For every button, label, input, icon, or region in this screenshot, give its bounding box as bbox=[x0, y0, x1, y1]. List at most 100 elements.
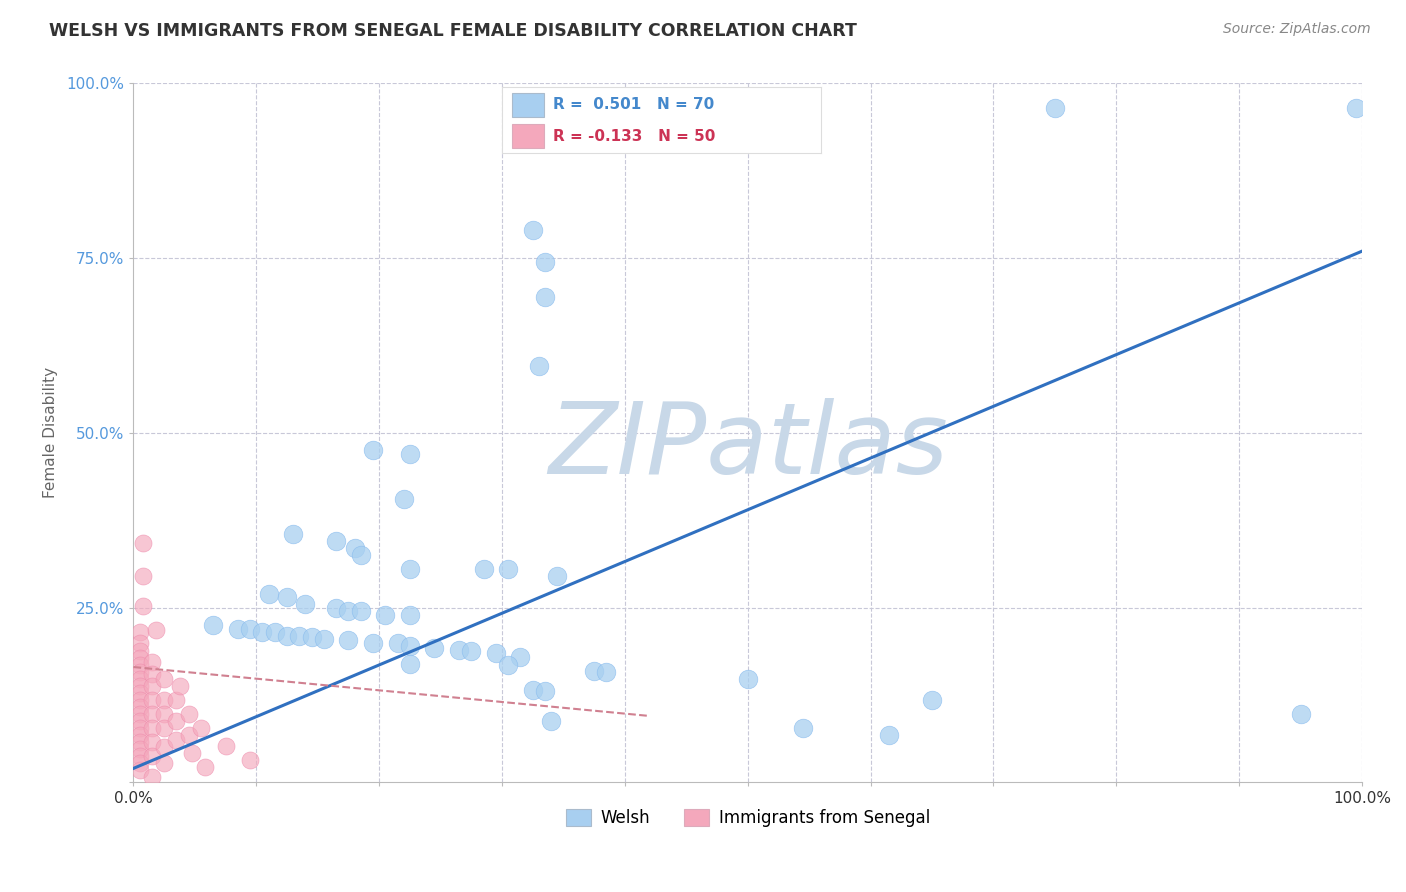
Point bbox=[153, 706, 176, 721]
Point bbox=[496, 562, 519, 576]
Point bbox=[166, 733, 188, 747]
Point bbox=[496, 657, 519, 672]
Point bbox=[153, 740, 176, 755]
Point bbox=[527, 359, 550, 374]
Point bbox=[226, 622, 249, 636]
Point bbox=[169, 679, 191, 693]
Point bbox=[595, 665, 617, 679]
Point bbox=[153, 721, 176, 735]
Point bbox=[177, 706, 200, 721]
Point bbox=[128, 672, 150, 686]
Point bbox=[294, 597, 316, 611]
Point bbox=[128, 679, 150, 693]
Point bbox=[190, 721, 212, 735]
Point bbox=[534, 254, 557, 268]
Point bbox=[141, 721, 163, 735]
Point bbox=[153, 693, 176, 707]
Point bbox=[325, 600, 347, 615]
Point bbox=[1344, 101, 1367, 115]
Point bbox=[128, 756, 150, 770]
Legend: Welsh, Immigrants from Senegal: Welsh, Immigrants from Senegal bbox=[560, 802, 936, 833]
Point bbox=[325, 534, 347, 549]
Point bbox=[128, 644, 150, 658]
Point bbox=[177, 728, 200, 742]
Point bbox=[350, 604, 373, 618]
Point bbox=[128, 693, 150, 707]
Point bbox=[239, 622, 262, 636]
Point bbox=[141, 706, 163, 721]
Point bbox=[239, 753, 262, 767]
Point bbox=[1043, 101, 1066, 115]
Point bbox=[128, 635, 150, 649]
Point bbox=[128, 763, 150, 777]
Point bbox=[509, 649, 531, 664]
Point bbox=[546, 569, 568, 583]
Point bbox=[485, 646, 508, 660]
Point bbox=[392, 492, 415, 507]
Point bbox=[423, 641, 446, 656]
Point bbox=[337, 633, 360, 648]
Point bbox=[128, 721, 150, 735]
Point bbox=[128, 706, 150, 721]
Point bbox=[145, 623, 167, 637]
Point bbox=[361, 443, 384, 458]
Point bbox=[399, 447, 422, 461]
Point bbox=[350, 548, 373, 562]
Point bbox=[166, 693, 188, 707]
Point bbox=[276, 629, 298, 643]
Point bbox=[141, 770, 163, 784]
Point bbox=[141, 748, 163, 763]
Point bbox=[132, 569, 155, 583]
Point bbox=[877, 728, 900, 742]
Point bbox=[1289, 706, 1312, 721]
Point bbox=[583, 664, 606, 678]
Point bbox=[460, 644, 482, 658]
Point bbox=[737, 672, 759, 686]
Point bbox=[128, 741, 150, 756]
Point bbox=[128, 714, 150, 728]
Point bbox=[534, 684, 557, 698]
Point bbox=[181, 746, 204, 760]
Point bbox=[128, 699, 150, 714]
Point bbox=[337, 604, 360, 618]
Point bbox=[194, 760, 217, 774]
Text: WELSH VS IMMIGRANTS FROM SENEGAL FEMALE DISABILITY CORRELATION CHART: WELSH VS IMMIGRANTS FROM SENEGAL FEMALE … bbox=[49, 22, 858, 40]
Point bbox=[792, 721, 814, 735]
Y-axis label: Female Disability: Female Disability bbox=[44, 368, 58, 499]
Point bbox=[153, 756, 176, 770]
Point bbox=[399, 639, 422, 653]
Point bbox=[166, 714, 188, 728]
Point bbox=[534, 290, 557, 304]
Point bbox=[263, 625, 285, 640]
Point bbox=[128, 651, 150, 665]
Point bbox=[662, 101, 685, 115]
Text: Source: ZipAtlas.com: Source: ZipAtlas.com bbox=[1223, 22, 1371, 37]
Point bbox=[301, 630, 323, 644]
Point bbox=[128, 735, 150, 749]
Point bbox=[214, 739, 236, 753]
Point bbox=[132, 536, 155, 550]
Point bbox=[153, 672, 176, 686]
Point bbox=[312, 632, 335, 646]
Point bbox=[374, 607, 396, 622]
Point bbox=[252, 625, 274, 640]
Point bbox=[202, 618, 225, 632]
Point bbox=[399, 562, 422, 576]
Point bbox=[141, 693, 163, 707]
Text: ZIPatlas: ZIPatlas bbox=[548, 399, 948, 495]
Point bbox=[387, 635, 409, 649]
Point bbox=[128, 625, 150, 640]
Point bbox=[128, 728, 150, 742]
Point bbox=[128, 665, 150, 679]
Point bbox=[141, 667, 163, 681]
Point bbox=[128, 748, 150, 763]
Point bbox=[399, 607, 422, 622]
Point bbox=[141, 735, 163, 749]
Point bbox=[447, 642, 470, 657]
Point bbox=[522, 223, 544, 237]
Point bbox=[921, 693, 943, 707]
Point bbox=[276, 590, 298, 604]
Point bbox=[128, 657, 150, 672]
Point bbox=[540, 714, 562, 728]
Point bbox=[522, 683, 544, 698]
